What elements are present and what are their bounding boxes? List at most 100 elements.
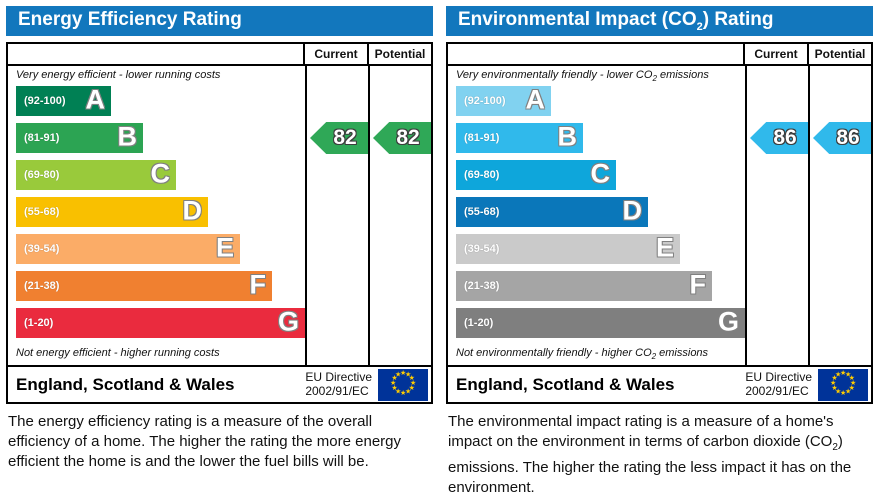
- rating-band-f: (21-38) F: [16, 271, 272, 301]
- eu-directive-label: EU Directive 2002/91/EC: [745, 370, 812, 399]
- description-text: The environmental impact rating is a mea…: [448, 413, 834, 450]
- rating-bands: (92-100) A (81-91) B (69-80) C (55-68) D (39-54)…: [456, 86, 745, 345]
- rating-band-d: (55-68) D: [456, 197, 648, 227]
- panel-title: Energy Efficiency Rating: [18, 9, 242, 33]
- caption-subscript: 2: [652, 74, 657, 84]
- title-text: Energy Efficiency Rating: [18, 9, 242, 31]
- current-column-header: Current: [303, 44, 367, 64]
- energy-title-bar: Energy Efficiency Rating: [6, 6, 433, 36]
- rating-band-g: (1-20) G: [456, 308, 745, 338]
- rating-band-a: (92-100) A: [456, 86, 551, 116]
- title-text: Environmental Impact (CO: [458, 9, 697, 31]
- current-score-column: 86: [745, 66, 808, 365]
- description-subscript: 2: [832, 442, 838, 453]
- table-header-row: Current Potential: [8, 44, 431, 66]
- rating-band-e: (39-54) E: [16, 234, 240, 264]
- band-letter-label: G: [277, 306, 299, 337]
- title-text-end: ) Rating: [702, 9, 774, 31]
- rating-band-row-c: (69-80) C: [16, 160, 305, 190]
- eu-flag-icon: ★ ★ ★ ★ ★ ★ ★ ★ ★ ★ ★ ★: [378, 368, 428, 401]
- band-letter-label: F: [689, 269, 707, 300]
- band-range-label: (69-80): [24, 169, 60, 181]
- band-range-label: (39-54): [24, 243, 60, 255]
- potential-rating-value: 86: [836, 126, 860, 149]
- top-caption: Very environmentally friendly - lower CO…: [456, 69, 745, 84]
- environmental-rating-table: Current Potential Very environmentally f…: [446, 42, 873, 404]
- rating-band-row-d: (55-68) D: [16, 197, 305, 227]
- caption-text: Not environmentally friendly - higher CO: [456, 347, 652, 359]
- potential-score-column: 86: [808, 66, 871, 365]
- environmental-description-text: The environmental impact rating is a mea…: [446, 412, 870, 493]
- band-letter-label: E: [215, 232, 234, 263]
- band-letter-label: E: [655, 232, 674, 263]
- caption-text: Very energy efficient - lower running co…: [16, 69, 221, 81]
- band-letter-label: D: [182, 195, 203, 226]
- potential-score-column: 82: [368, 66, 431, 365]
- rating-band-f: (21-38) F: [456, 271, 712, 301]
- energy-efficiency-panel: Energy Efficiency Rating Current Potenti…: [6, 6, 433, 493]
- rating-band-a: (92-100) A: [16, 86, 111, 116]
- band-range-label: (39-54): [464, 243, 500, 255]
- rating-band-row-a: (92-100) A: [16, 86, 305, 116]
- current-rating-value: 86: [773, 126, 797, 149]
- rating-band-g: (1-20) G: [16, 308, 305, 338]
- region-label: England, Scotland & Wales: [16, 374, 235, 394]
- current-rating-arrow: 86: [750, 122, 808, 154]
- caption-text-end: emissions: [656, 69, 709, 81]
- caption-subscript: 2: [651, 352, 657, 362]
- potential-rating-arrow: 82: [373, 122, 431, 154]
- title-subscript: 2: [696, 20, 703, 33]
- caption-text: Not energy efficient - higher running co…: [16, 347, 220, 359]
- eu-flag-icon: ★ ★ ★ ★ ★ ★ ★ ★ ★ ★ ★ ★: [818, 368, 868, 401]
- rating-band-row-e: (39-54) E: [16, 234, 305, 264]
- band-letter-label: B: [557, 121, 578, 152]
- rating-bars-area: Very energy efficient - lower running co…: [8, 66, 305, 365]
- rating-band-row-b: (81-91) B: [456, 123, 745, 153]
- rating-bands: (92-100) A (81-91) B (69-80) C (55-68) D (39-54)…: [16, 86, 305, 345]
- rating-band-row-d: (55-68) D: [456, 197, 745, 227]
- band-range-label: (81-91): [464, 132, 500, 144]
- rating-bars-area: Very environmentally friendly - lower CO…: [448, 66, 745, 365]
- chart-row: Very environmentally friendly - lower CO…: [448, 66, 871, 365]
- header-spacer-cell: [448, 44, 743, 64]
- rating-band-row-e: (39-54) E: [456, 234, 745, 264]
- directive-line-2: 2002/91/EC: [745, 383, 809, 398]
- band-range-label: (69-80): [464, 169, 500, 181]
- band-letter-label: C: [150, 158, 171, 189]
- band-letter-label: B: [117, 121, 138, 152]
- rating-panels: Energy Efficiency Rating Current Potenti…: [6, 6, 874, 493]
- bottom-caption: Not energy efficient - higher running co…: [16, 347, 305, 362]
- description-text: The energy efficiency rating is a measur…: [8, 413, 402, 470]
- rating-band-d: (55-68) D: [16, 197, 208, 227]
- potential-rating-value: 82: [396, 126, 420, 149]
- environmental-impact-panel: Environmental Impact (CO2) Rating Curren…: [446, 6, 873, 493]
- band-range-label: (81-91): [24, 132, 60, 144]
- rating-band-e: (39-54) E: [456, 234, 680, 264]
- description-text-end: ) emissions. The higher the rating the l…: [448, 433, 852, 493]
- potential-column-header: Potential: [367, 44, 431, 64]
- rating-band-row-f: (21-38) F: [16, 271, 305, 301]
- table-footer-row: England, Scotland & Wales EU Directive 20…: [448, 365, 871, 402]
- current-rating-value: 82: [333, 126, 357, 149]
- rating-band-row-a: (92-100) A: [456, 86, 745, 116]
- chart-row: Very energy efficient - lower running co…: [8, 66, 431, 365]
- band-letter-label: A: [85, 84, 106, 115]
- potential-column-header: Potential: [807, 44, 871, 64]
- caption-text: Very environmentally friendly - lower CO: [456, 69, 653, 81]
- rating-band-row-f: (21-38) F: [456, 271, 745, 301]
- band-range-label: (1-20): [464, 317, 494, 329]
- region-label: England, Scotland & Wales: [456, 374, 675, 394]
- potential-rating-arrow: 86: [813, 122, 871, 154]
- table-header-row: Current Potential: [448, 44, 871, 66]
- current-score-column: 82: [305, 66, 368, 365]
- band-letter-label: C: [590, 158, 611, 189]
- band-range-label: (55-68): [24, 206, 60, 218]
- band-range-label: (1-20): [24, 317, 54, 329]
- band-letter-label: F: [249, 269, 267, 300]
- header-spacer-cell: [8, 44, 303, 64]
- eu-directive-label: EU Directive 2002/91/EC: [305, 370, 372, 399]
- band-range-label: (92-100): [464, 95, 506, 107]
- rating-band-c: (69-80) C: [456, 160, 616, 190]
- rating-band-row-b: (81-91) B: [16, 123, 305, 153]
- energy-description-text: The energy efficiency rating is a measur…: [6, 412, 430, 478]
